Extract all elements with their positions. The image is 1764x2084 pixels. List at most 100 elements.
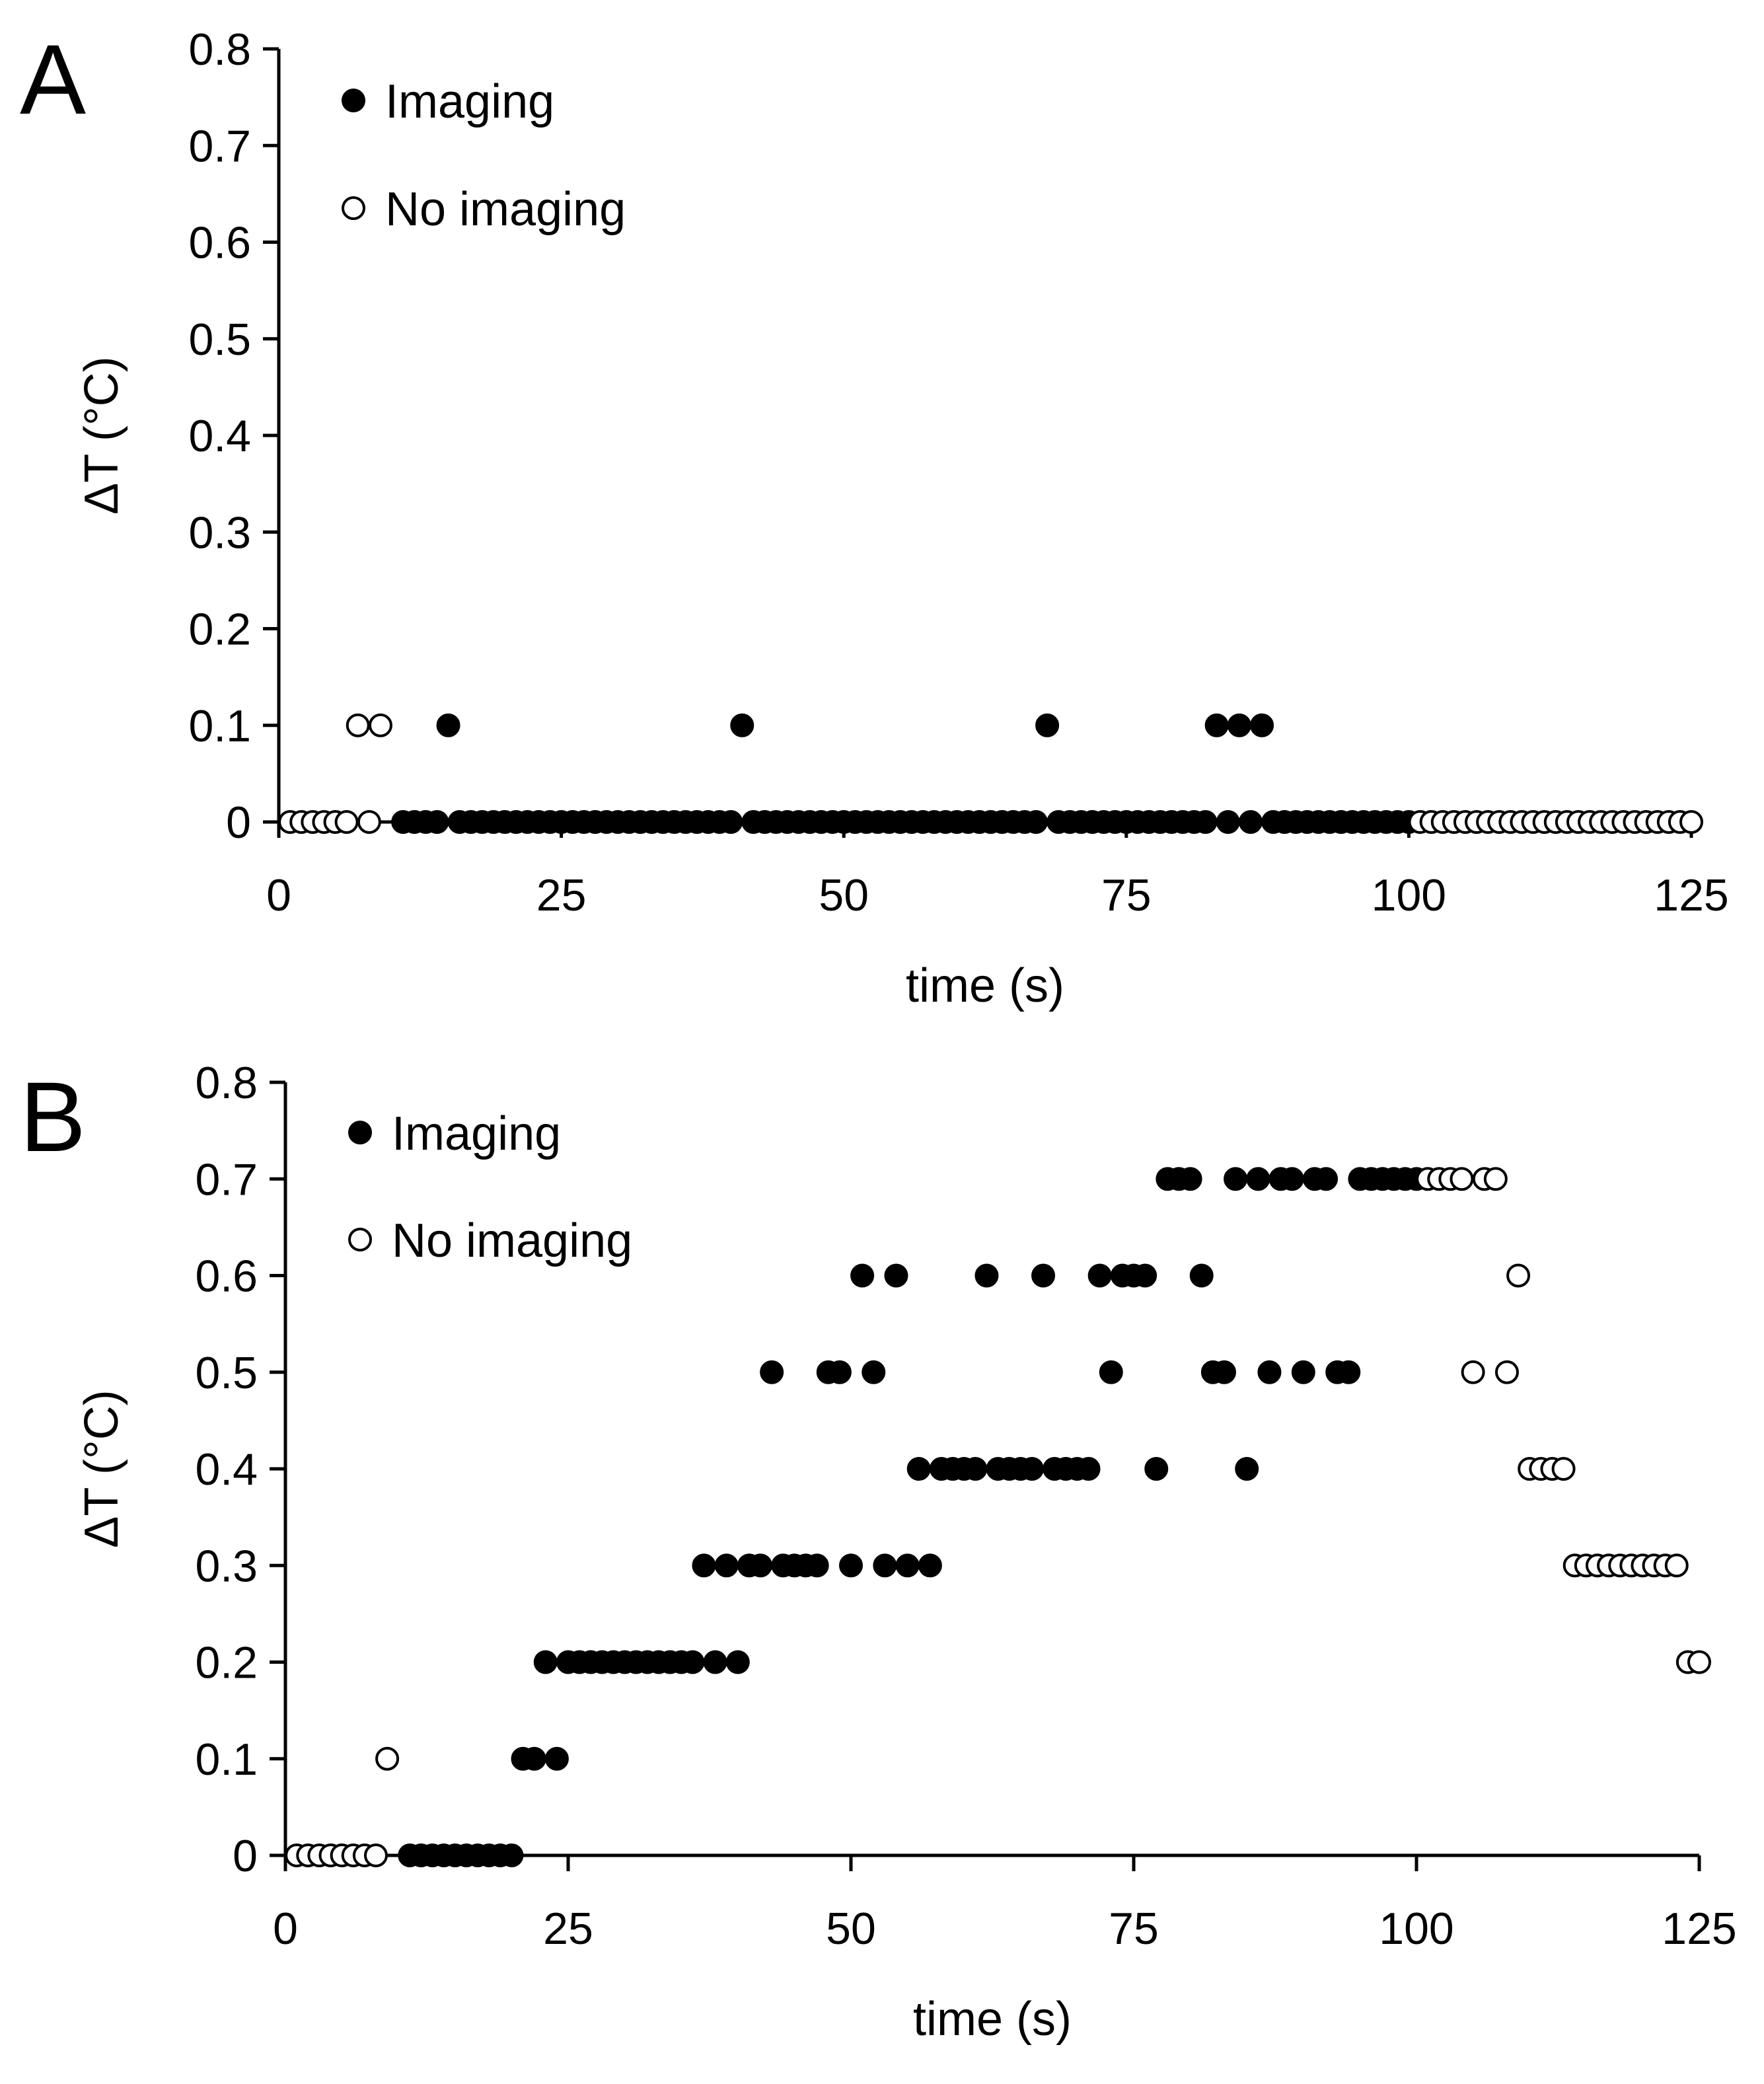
x-tick-label-b: 100	[1379, 1904, 1453, 1954]
panel-b: B 0 0.1 0.2 0.3 0.4 0.5 0.6 0.7 0.8 0 25 50 75 100 125…	[20, 1058, 1737, 2046]
point-imaging-b	[1291, 1360, 1315, 1384]
x-tick-label-a: 125	[1654, 870, 1728, 920]
point-imaging-a	[730, 713, 754, 737]
y-tick-label-b: 0.4	[195, 1444, 258, 1495]
point-imaging-b	[1076, 1457, 1101, 1481]
panel-letter-b: B	[20, 1061, 86, 1172]
x-axis-title-b: time (s)	[913, 1993, 1072, 2046]
y-tick-label-b: 0.8	[195, 1058, 258, 1108]
y-tick-label-a: 0	[226, 798, 251, 848]
x-tick-label-b: 0	[273, 1904, 298, 1954]
point-imaging-b	[805, 1553, 829, 1578]
point-imaging-a	[1238, 810, 1263, 834]
y-tick-label-a: 0.6	[188, 218, 251, 268]
x-tick-label-b: 50	[826, 1904, 876, 1954]
legend-marker-imaging-a	[342, 89, 365, 112]
panel-a-plot: 0 0.1 0.2 0.3 0.4 0.5 0.6 0.7 0.8 0 25 50 75 100 125 ti…	[75, 24, 1729, 1012]
point-imaging-b	[918, 1553, 942, 1578]
point-imaging-b	[533, 1650, 558, 1674]
y-axis-title-a: ΔT (°C)	[75, 356, 128, 515]
point-imaging-a	[1250, 713, 1274, 737]
point-no-imaging-a	[357, 810, 381, 834]
point-imaging-a	[1227, 713, 1251, 737]
panel-letter-a: A	[20, 24, 86, 135]
point-imaging-a	[1023, 810, 1048, 834]
x-tick-label-b: 75	[1109, 1904, 1159, 1954]
point-imaging-b	[499, 1843, 524, 1867]
point-imaging-b	[906, 1457, 931, 1481]
point-no-imaging-b	[1506, 1263, 1531, 1288]
point-no-imaging-a	[334, 810, 359, 834]
y-tick-label-b: 0.7	[195, 1154, 258, 1205]
point-no-imaging-b	[363, 1843, 388, 1867]
y-tick-label-a: 0.2	[188, 605, 251, 655]
point-imaging-b	[1189, 1263, 1214, 1288]
y-tick-label-a: 0.5	[188, 315, 251, 365]
point-imaging-b	[884, 1263, 908, 1288]
panel-b-plot: 0 0.1 0.2 0.3 0.4 0.5 0.6 0.7 0.8 0 25 50 75 100 125 ti…	[75, 1058, 1737, 2046]
point-imaging-b	[1314, 1167, 1339, 1191]
x-tick-label-a: 75	[1101, 870, 1152, 920]
y-axis-title-b: ΔT (°C)	[75, 1390, 128, 1548]
legend-label-imaging-b: Imaging	[392, 1107, 561, 1160]
y-tick-label-a: 0.3	[188, 507, 251, 558]
y-tick-label-b: 0.3	[195, 1541, 258, 1591]
point-imaging-a	[1035, 713, 1060, 737]
legend-marker-imaging-b	[348, 1121, 372, 1144]
point-imaging-b	[963, 1457, 988, 1481]
x-tick-label-a: 0	[266, 870, 291, 920]
point-imaging-b	[544, 1746, 569, 1771]
point-imaging-b	[1212, 1360, 1236, 1384]
point-imaging-b	[1337, 1360, 1361, 1384]
x-tick-label-a: 25	[536, 870, 587, 920]
point-imaging-a	[1193, 810, 1218, 834]
point-imaging-b	[839, 1553, 863, 1578]
point-imaging-b	[692, 1553, 716, 1578]
x-tick-label-a: 50	[819, 870, 869, 920]
y-tick-label-b: 0.2	[195, 1638, 258, 1688]
point-imaging-b	[1019, 1457, 1044, 1481]
point-imaging-b	[1087, 1263, 1112, 1288]
point-imaging-b	[1224, 1167, 1248, 1191]
point-no-imaging-b	[1494, 1360, 1519, 1384]
point-no-imaging-a	[1679, 810, 1703, 834]
point-imaging-b	[862, 1360, 886, 1384]
point-imaging-b	[850, 1263, 875, 1288]
point-imaging-b	[703, 1650, 727, 1674]
point-no-imaging-b	[375, 1746, 400, 1771]
point-no-imaging-b	[1687, 1650, 1711, 1674]
point-imaging-a	[1216, 810, 1240, 834]
legend-marker-no-imaging-a	[342, 196, 365, 220]
point-imaging-b	[1031, 1263, 1056, 1288]
point-no-imaging-a	[346, 713, 370, 737]
point-imaging-b	[749, 1553, 773, 1578]
y-tick-label-a: 0.7	[188, 121, 251, 171]
point-imaging-b	[760, 1360, 784, 1384]
legend-label-no-imaging-b: No imaging	[392, 1214, 632, 1267]
point-no-imaging-b	[1450, 1167, 1474, 1191]
y-tick-label-b: 0.1	[195, 1734, 258, 1785]
x-axis-title-a: time (s)	[906, 959, 1064, 1012]
point-imaging-b	[1099, 1360, 1123, 1384]
point-imaging-b	[1257, 1360, 1282, 1384]
panel-a: A 0 0.1 0.2 0.3 0.4 0.5 0.6 0.7 0.8 0 25 50 75 100 125…	[20, 24, 1729, 1012]
point-imaging-b	[895, 1553, 920, 1578]
point-imaging-a	[425, 810, 449, 834]
point-imaging-b	[522, 1746, 546, 1771]
point-imaging-b	[1144, 1457, 1169, 1481]
y-tick-label-a: 0.1	[188, 701, 251, 751]
point-imaging-b	[1246, 1167, 1270, 1191]
point-no-imaging-a	[368, 713, 392, 737]
y-tick-label-b: 0.5	[195, 1348, 258, 1398]
point-imaging-b	[714, 1553, 739, 1578]
legend-label-imaging-a: Imaging	[385, 75, 554, 128]
point-imaging-b	[873, 1553, 897, 1578]
x-tick-label-b: 25	[543, 1904, 593, 1954]
y-tick-label-a: 0.8	[188, 24, 251, 75]
point-imaging-b	[974, 1263, 999, 1288]
point-no-imaging-b	[1551, 1457, 1576, 1481]
point-no-imaging-b	[1461, 1360, 1485, 1384]
x-tick-label-a: 100	[1372, 870, 1446, 920]
